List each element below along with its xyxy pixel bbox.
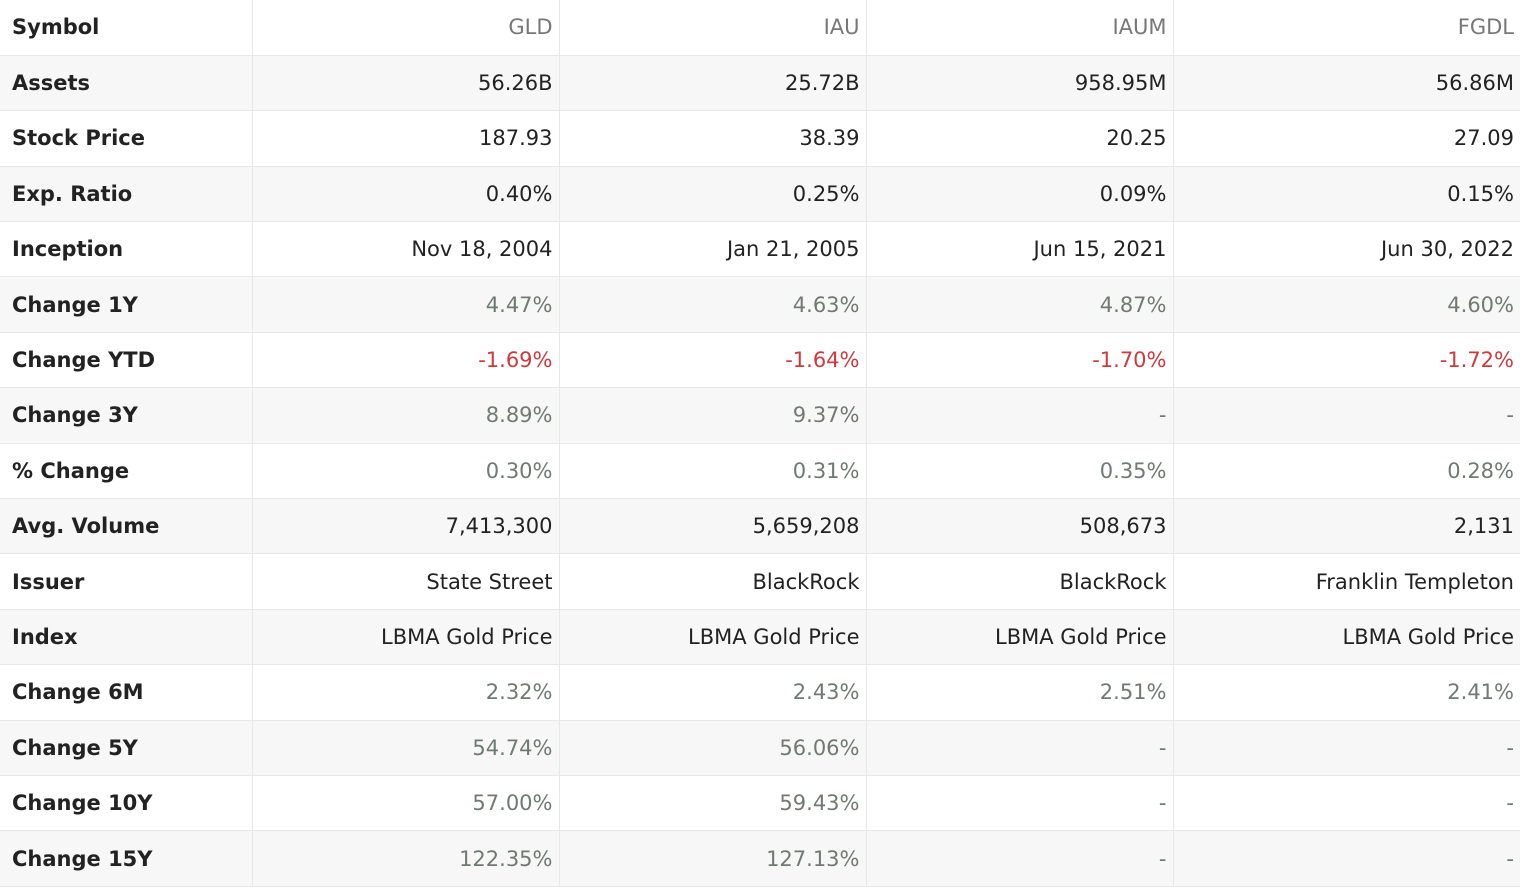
- table-cell: 56.26B: [252, 55, 560, 112]
- table-cell: 56.06%: [559, 720, 867, 776]
- table-cell: -: [1173, 775, 1520, 832]
- row-label: Change YTD: [0, 332, 253, 389]
- row-label: Exp. Ratio: [0, 166, 253, 223]
- table-cell: 5,659,208: [559, 498, 867, 555]
- table-cell: -: [1173, 830, 1520, 887]
- table-row-change-ytd: Change YTD -1.69% -1.64% -1.70% -1.72%: [0, 332, 1520, 389]
- row-label: Symbol: [0, 0, 253, 56]
- table-cell: 0.31%: [559, 443, 867, 500]
- row-label: Inception: [0, 221, 253, 278]
- table-cell: 0.40%: [252, 166, 560, 223]
- table-cell: 38.39: [559, 110, 867, 167]
- row-label: Avg. Volume: [0, 498, 253, 555]
- table-row-pct-change: % Change 0.30% 0.31% 0.35% 0.28%: [0, 443, 1520, 500]
- table-cell: 2.41%: [1173, 664, 1520, 721]
- table-row-change-1y: Change 1Y 4.47% 4.63% 4.87% 4.60%: [0, 276, 1520, 333]
- table-cell: 27.09: [1173, 110, 1520, 167]
- table-cell: BlackRock: [559, 553, 867, 610]
- table-row-change-10y: Change 10Y 57.00% 59.43% - -: [0, 775, 1520, 832]
- table-cell: 0.35%: [866, 443, 1174, 500]
- table-cell: Jun 30, 2022: [1173, 221, 1520, 278]
- table-cell: 56.86M: [1173, 55, 1520, 112]
- table-cell: 59.43%: [559, 775, 867, 832]
- table-cell: 187.93: [252, 110, 560, 167]
- table-row-avg-volume: Avg. Volume 7,413,300 5,659,208 508,673 2,13…: [0, 498, 1520, 555]
- column-symbol-header: FGDL: [1173, 0, 1520, 56]
- table-row-change-15y: Change 15Y 122.35% 127.13% - -: [0, 830, 1520, 887]
- table-row-change-3y: Change 3Y 8.89% 9.37% - -: [0, 387, 1520, 444]
- table-cell: Nov 18, 2004: [252, 221, 560, 278]
- row-label: Change 15Y: [0, 830, 253, 887]
- table-cell: -1.70%: [866, 332, 1174, 389]
- table-cell: 0.25%: [559, 166, 867, 223]
- table-row-exp-ratio: Exp. Ratio 0.40% 0.25% 0.09% 0.15%: [0, 166, 1520, 223]
- table-cell: 54.74%: [252, 720, 560, 776]
- table-cell: 7,413,300: [252, 498, 560, 555]
- table-cell: 0.28%: [1173, 443, 1520, 500]
- table-cell: -: [1173, 720, 1520, 776]
- row-label: Change 1Y: [0, 276, 253, 333]
- table-cell: 0.15%: [1173, 166, 1520, 223]
- column-symbol-header: IAU: [559, 0, 867, 56]
- table-cell: 4.63%: [559, 276, 867, 333]
- table-cell: 2.43%: [559, 664, 867, 721]
- table-cell: 9.37%: [559, 387, 867, 444]
- row-label: Change 10Y: [0, 775, 253, 832]
- table-cell: LBMA Gold Price: [559, 609, 867, 666]
- table-cell: 57.00%: [252, 775, 560, 832]
- table-cell: 0.30%: [252, 443, 560, 500]
- table-row-assets: Assets 56.26B 25.72B 958.95M 56.86M: [0, 55, 1520, 112]
- table-cell: 508,673: [866, 498, 1174, 555]
- row-label: Change 6M: [0, 664, 253, 721]
- table-row-stock-price: Stock Price 187.93 38.39 20.25 27.09: [0, 110, 1520, 167]
- row-label: Index: [0, 609, 253, 666]
- table-cell: 4.87%: [866, 276, 1174, 333]
- table-cell: -: [866, 775, 1174, 832]
- table-cell: 8.89%: [252, 387, 560, 444]
- table-cell: -: [866, 387, 1174, 444]
- row-label: Change 3Y: [0, 387, 253, 444]
- table-row-change-6m: Change 6M 2.32% 2.43% 2.51% 2.41%: [0, 664, 1520, 721]
- table-cell: 958.95M: [866, 55, 1174, 112]
- table-row-issuer: Issuer State Street BlackRock BlackRock Fran…: [0, 553, 1520, 610]
- table-cell: 2.51%: [866, 664, 1174, 721]
- table-cell: -1.72%: [1173, 332, 1520, 389]
- table-cell: 2,131: [1173, 498, 1520, 555]
- table-cell: 20.25: [866, 110, 1174, 167]
- table-cell: LBMA Gold Price: [252, 609, 560, 666]
- table-cell: Jan 21, 2005: [559, 221, 867, 278]
- table-cell: 4.60%: [1173, 276, 1520, 333]
- table-cell: -1.69%: [252, 332, 560, 389]
- row-label: % Change: [0, 443, 253, 500]
- table-cell: BlackRock: [866, 553, 1174, 610]
- table-cell: -1.64%: [559, 332, 867, 389]
- table-cell: -: [866, 720, 1174, 776]
- table-cell: 2.32%: [252, 664, 560, 721]
- table-cell: 4.47%: [252, 276, 560, 333]
- table-row-change-5y: Change 5Y 54.74% 56.06% - -: [0, 720, 1520, 776]
- row-label: Stock Price: [0, 110, 253, 167]
- row-label: Change 5Y: [0, 720, 253, 776]
- table-cell: 122.35%: [252, 830, 560, 887]
- column-symbol-header: GLD: [252, 0, 560, 56]
- table-cell: LBMA Gold Price: [866, 609, 1174, 666]
- row-label: Assets: [0, 55, 253, 112]
- table-cell: 25.72B: [559, 55, 867, 112]
- row-label: Issuer: [0, 553, 253, 610]
- table-cell: State Street: [252, 553, 560, 610]
- table-cell: -: [866, 830, 1174, 887]
- table-cell: 0.09%: [866, 166, 1174, 223]
- table-row-index: Index LBMA Gold Price LBMA Gold Price LBMA …: [0, 609, 1520, 666]
- table-cell: LBMA Gold Price: [1173, 609, 1520, 666]
- table-cell: -: [1173, 387, 1520, 444]
- table-row-symbol: Symbol GLD IAU IAUM FGDL: [0, 0, 1520, 56]
- column-symbol-header: IAUM: [866, 0, 1174, 56]
- table-cell: 127.13%: [559, 830, 867, 887]
- table-row-inception: Inception Nov 18, 2004 Jan 21, 2005 Jun 15,…: [0, 221, 1520, 278]
- table-cell: Franklin Templeton: [1173, 553, 1520, 610]
- table-cell: Jun 15, 2021: [866, 221, 1174, 278]
